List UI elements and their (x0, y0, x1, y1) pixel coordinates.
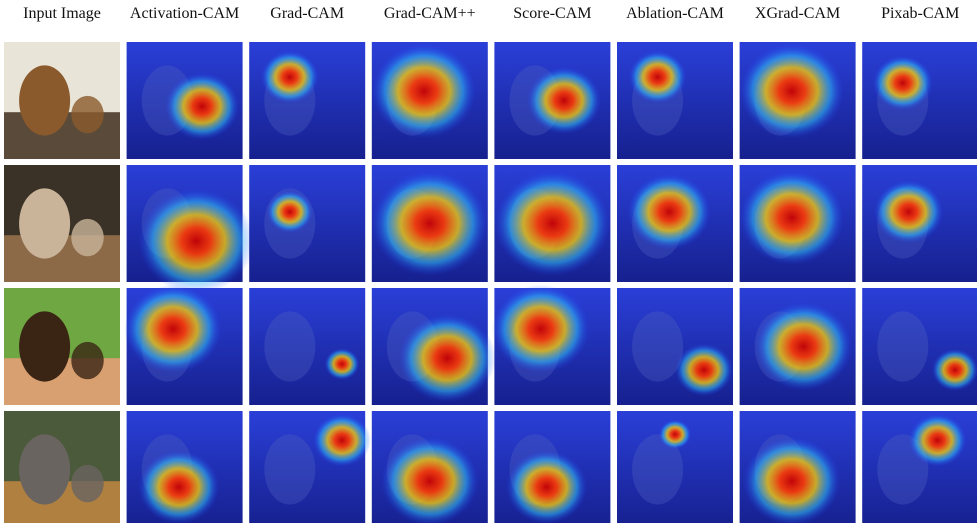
heat-spot (740, 170, 844, 265)
heat-spot (627, 174, 711, 250)
heat-spot (267, 191, 313, 233)
heat-spot (659, 420, 691, 449)
heat-spot (381, 437, 478, 523)
heat-spot (873, 56, 933, 111)
heat-spot (743, 437, 840, 523)
image-grid (0, 0, 977, 523)
column-header: Activation-CAM (124, 5, 246, 23)
heat-spot (932, 349, 977, 391)
heat-spot (165, 73, 239, 140)
figure: Input ImageActivation-CAMGrad-CAMGrad-CA… (0, 0, 977, 523)
input-image-subject (19, 434, 70, 504)
input-image-subject (19, 188, 70, 258)
column-header: Ablation-CAM (614, 5, 736, 23)
heat-spot (492, 285, 589, 373)
column-header: Score-CAM (491, 5, 613, 23)
heat-spot (398, 314, 495, 402)
input-image-subject (71, 96, 103, 133)
heat-spot (675, 344, 733, 397)
heat-spot (325, 348, 360, 380)
heat-spot (138, 188, 254, 293)
heat-spot (755, 302, 852, 390)
input-image-subject (19, 311, 70, 381)
input-image-subject (19, 65, 70, 135)
heat-spot (629, 51, 687, 104)
faded-subject (264, 311, 315, 381)
input-image-subject (71, 219, 103, 256)
column-header: Grad-CAM (246, 5, 368, 23)
heat-spot (494, 171, 610, 276)
input-image-subject (71, 465, 103, 502)
heat-spot (372, 171, 488, 276)
heat-spot (874, 180, 944, 243)
input-image-subject (71, 342, 103, 379)
heat-spot (313, 414, 371, 467)
heat-spot (527, 67, 601, 134)
heat-spot (740, 44, 844, 139)
column-header: Pixab-CAM (859, 5, 977, 23)
column-header: Grad-CAM++ (369, 5, 491, 23)
heat-spot (261, 51, 319, 104)
heat-spot (372, 44, 476, 139)
column-header: Input Image (1, 5, 123, 23)
heat-spot (909, 414, 967, 467)
heat-spot (506, 450, 587, 523)
heat-spot (138, 450, 219, 523)
heat-spot (124, 285, 221, 373)
column-header: XGrad-CAM (737, 5, 859, 23)
faded-subject (264, 434, 315, 504)
faded-subject (877, 311, 928, 381)
